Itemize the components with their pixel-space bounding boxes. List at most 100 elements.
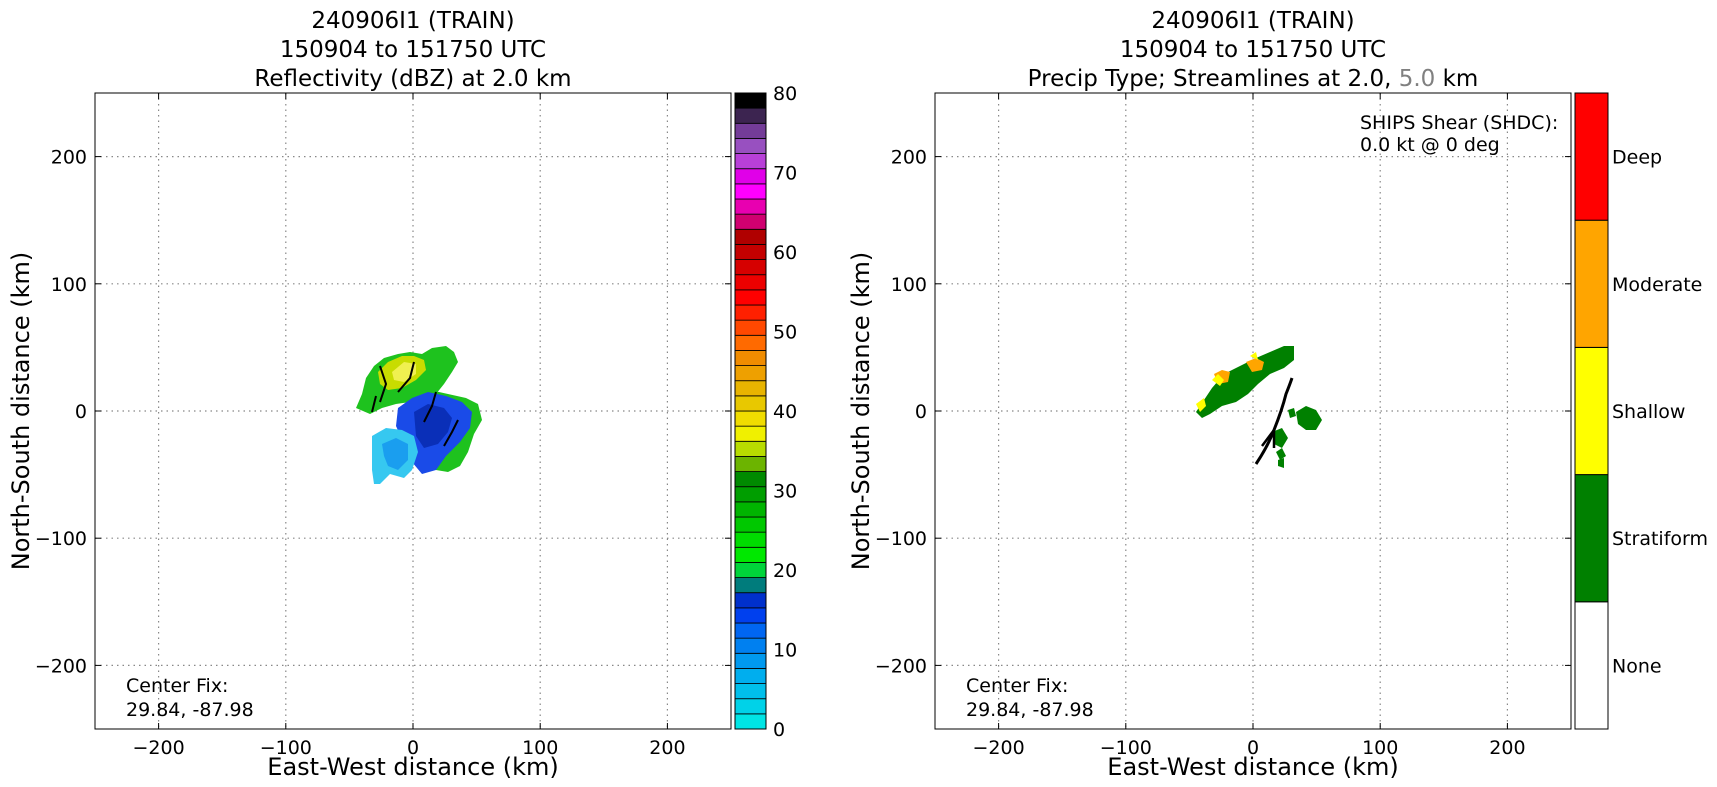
colorbar-bin xyxy=(734,350,767,366)
colorbar-bin xyxy=(734,92,767,109)
left-title-line-3: Reflectivity (dBZ) at 2.0 km xyxy=(254,66,571,92)
colorbar-bin xyxy=(734,395,767,412)
left-centerfix-line-1: Center Fix: xyxy=(126,675,228,697)
left-streamline-2 xyxy=(397,361,415,393)
colorbar-label: 50 xyxy=(773,322,797,344)
right-title-gray: 5.0 xyxy=(1399,66,1436,92)
reflectivity-panel: 240906I1 (TRAIN) 150904 to 151750 UTC Re… xyxy=(7,8,797,781)
precip-type-echo xyxy=(1196,346,1322,468)
colorbar-bin xyxy=(734,198,767,215)
colorbar-bin xyxy=(734,486,767,503)
colorbar-label: 70 xyxy=(773,163,797,185)
right-xtick-label: 100 xyxy=(1362,737,1398,759)
colorbar-bin xyxy=(734,304,767,321)
colorbar-label: 60 xyxy=(773,242,797,264)
left-ytick-label: 0 xyxy=(75,401,87,423)
colorbar-bin xyxy=(734,228,767,245)
colorbar-bin xyxy=(734,501,767,518)
right-xtick-label: −100 xyxy=(1100,737,1152,759)
right-ytick-label: −100 xyxy=(875,528,927,550)
reflectivity-colorbar-labels: 0 10 20 30 40 50 60 70 80 xyxy=(773,83,797,741)
colorbar-label: 20 xyxy=(773,560,797,582)
colorbar-bin xyxy=(734,516,767,533)
colorbar-bin xyxy=(734,456,767,472)
colorbar-bin xyxy=(734,259,767,276)
stratiform-blob-south-3 xyxy=(1278,458,1284,468)
right-xtick-label: −200 xyxy=(973,737,1025,759)
colorbar-bin xyxy=(734,652,767,669)
colorbar-bin xyxy=(734,168,767,185)
left-streamline-1 xyxy=(379,365,388,403)
right-ytick-label: −200 xyxy=(875,655,927,677)
right-xtick-label: 0 xyxy=(1247,737,1259,759)
left-streamline-4 xyxy=(443,419,459,447)
shallow-cell-3 xyxy=(1250,352,1258,360)
category-swatch-none xyxy=(1574,601,1609,730)
shallow-cell-1 xyxy=(1212,374,1224,386)
shallow-cell-2 xyxy=(1196,398,1206,412)
precip-type-colorbar xyxy=(1574,92,1609,730)
right-streamline xyxy=(1254,377,1294,465)
stratiform-blob-small xyxy=(1288,408,1296,418)
precip-type-colorbar-labels: None Stratiform Shallow Moderate Deep xyxy=(1612,147,1708,678)
colorbar-bin xyxy=(734,380,767,397)
colorbar-bin xyxy=(734,562,767,578)
colorbar-bin xyxy=(734,531,767,548)
right-title-suffix: km xyxy=(1443,66,1479,92)
left-xtick-label: 100 xyxy=(522,737,558,759)
echo-center-darkblue xyxy=(414,404,452,448)
moderate-cell-2 xyxy=(1246,358,1264,372)
left-gridlines xyxy=(95,93,731,729)
reflectivity-colorbar xyxy=(734,92,767,730)
right-tick-labels: −200 −100 0 100 200 −200 −100 0 100 200 xyxy=(875,93,1571,759)
category-swatch-deep xyxy=(1574,92,1609,221)
colorbar-label: 0 xyxy=(773,719,785,741)
category-swatch-stratiform xyxy=(1574,474,1609,603)
colorbar-bin xyxy=(734,122,767,139)
colorbar-bin xyxy=(734,274,767,291)
colorbar-bin xyxy=(734,334,767,351)
left-title-line-2: 150904 to 151750 UTC xyxy=(280,37,546,63)
colorbar-label: 80 xyxy=(773,83,797,105)
colorbar-bin xyxy=(734,471,767,488)
category-label-moderate: Moderate xyxy=(1612,274,1702,296)
category-label-stratiform: Stratiform xyxy=(1612,528,1708,550)
left-xtick-label: 0 xyxy=(407,737,419,759)
colorbar-bin xyxy=(734,546,767,563)
left-ytick-label: −200 xyxy=(35,655,87,677)
stratiform-blob-east xyxy=(1296,406,1322,430)
left-ytick-label: −100 xyxy=(35,528,87,550)
right-xlabel: East-West distance (km) xyxy=(1107,753,1398,781)
colorbar-bin xyxy=(734,410,767,427)
right-streamline-arrow xyxy=(1261,426,1276,448)
colorbar-bin xyxy=(734,183,767,200)
colorbar-bin xyxy=(734,668,767,684)
category-label-deep: Deep xyxy=(1612,147,1662,169)
right-ytick-label: 0 xyxy=(915,401,927,423)
left-xtick-label: −200 xyxy=(133,737,185,759)
colorbar-frame xyxy=(734,92,767,730)
left-ytick-label: 200 xyxy=(51,147,87,169)
right-xtick-label: 200 xyxy=(1489,737,1525,759)
right-ytick-label: 100 xyxy=(891,274,927,296)
colorbar-bin xyxy=(734,213,767,230)
left-ylabel: North-South distance (km) xyxy=(7,252,35,571)
colorbar-bin xyxy=(734,698,767,715)
left-tick-labels: −200 −100 0 100 200 −200 −100 0 100 200 xyxy=(35,93,731,759)
category-swatch-moderate xyxy=(1574,219,1609,348)
colorbar-bin xyxy=(734,577,767,594)
right-title-prefix: Precip Type; Streamlines at 2.0, xyxy=(1028,66,1392,92)
category-label-shallow: Shallow xyxy=(1612,401,1685,423)
colorbar-bin xyxy=(734,138,767,154)
right-centerfix-line-2: 29.84, -87.98 xyxy=(966,699,1094,721)
colorbar-label: 10 xyxy=(773,640,797,662)
precip-type-panel: 240906I1 (TRAIN) 150904 to 151750 UTC Pr… xyxy=(847,8,1708,781)
colorbar-bin xyxy=(734,365,767,382)
colorbar-bin xyxy=(734,683,767,700)
right-title-line-3: Precip Type; Streamlines at 2.0, 5.0 km xyxy=(1028,66,1479,92)
colorbar-label: 40 xyxy=(773,401,797,423)
colorbar-bin xyxy=(734,319,767,336)
right-gridlines xyxy=(935,93,1571,729)
right-centerfix-line-1: Center Fix: xyxy=(966,675,1068,697)
